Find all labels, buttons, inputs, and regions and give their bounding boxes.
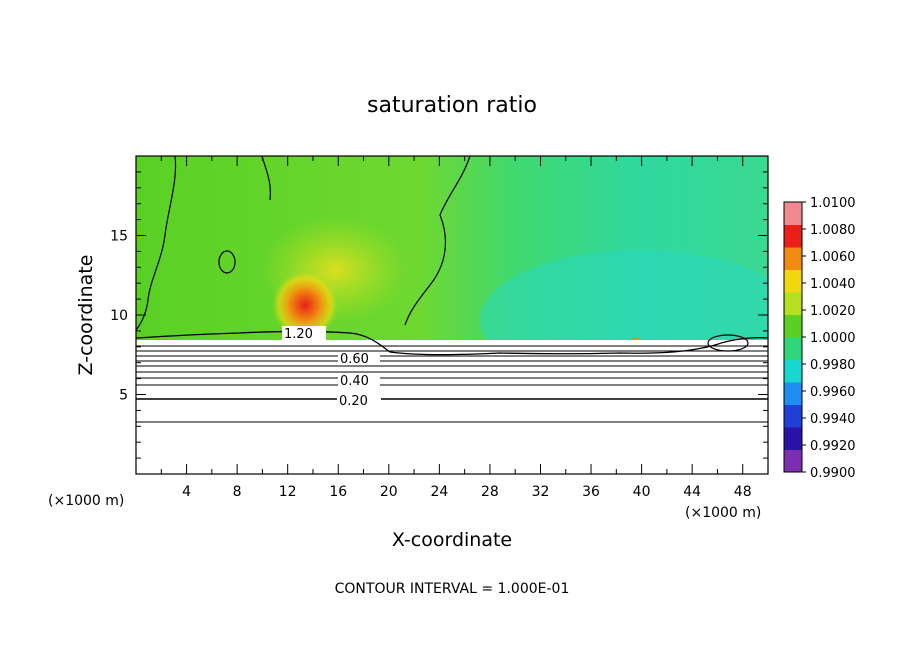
colorbar-swatch (784, 382, 802, 405)
contour-label: 0.40 (340, 374, 369, 389)
x-tick-label: 28 (481, 484, 499, 500)
colorbar-tick-label: 1.0000 (810, 331, 856, 346)
y-tick-label: 5 (119, 388, 128, 404)
x-tick-label: 16 (329, 484, 347, 500)
contour-label: 0.60 (340, 352, 369, 367)
cloud-top-contour (136, 156, 177, 331)
colorbar-tick-label: 1.0060 (810, 250, 856, 265)
colorbar-swatch (784, 292, 802, 315)
colorbar-tick-label: 0.9900 (810, 466, 856, 481)
contour-label: 1.20 (284, 327, 313, 342)
x-tick-label: 20 (380, 484, 398, 500)
x-tick-label: 24 (430, 484, 448, 500)
y-axis-title: Z-coordinate (75, 255, 97, 376)
x-tick-label: 40 (633, 484, 651, 500)
plot-area (136, 156, 768, 474)
y-tick-label: 15 (110, 229, 128, 245)
contour-label: 0.20 (339, 394, 368, 409)
colorbar-tick-label: 0.9920 (810, 439, 856, 454)
x-tick-label: 44 (683, 484, 701, 500)
colorbar-swatch (784, 202, 802, 225)
contour-interval-note: CONTOUR INTERVAL = 1.000E-01 (335, 581, 570, 597)
colorbar-tick-label: 0.9940 (810, 412, 856, 427)
colorbar-tick-label: 1.0020 (810, 304, 856, 319)
colorbar-tick-label: 0.9960 (810, 385, 856, 400)
colorbar-swatch (784, 449, 802, 473)
x-tick-label: 32 (532, 484, 550, 500)
y-axis-ticks: 5 10 15 (110, 171, 768, 459)
x-tick-label: 48 (734, 484, 752, 500)
cloud-top-contour (261, 156, 271, 201)
colorbar-swatch (784, 269, 802, 293)
colorbar-swatch (784, 224, 802, 248)
colorbar: 1.0100 1.0080 1.0060 1.0040 1.0020 1.0000 0.99… (783, 196, 856, 481)
cloud-edge-contour (136, 330, 768, 356)
colorbar-swatch (784, 337, 802, 360)
x-axis-ticks: 4 8 12 16 20 24 28 32 36 40 44 48 (160, 156, 752, 500)
supersaturation-hotspot (272, 271, 338, 339)
colorbar-swatch (784, 247, 802, 270)
x-tick-label: 8 (233, 484, 242, 500)
colorbar-swatch (784, 359, 802, 383)
unsaturated-layer (136, 340, 768, 474)
cloud-top-contour (404, 156, 471, 326)
x-axis-title: X-coordinate (392, 529, 512, 551)
cloud-cell-contour (218, 250, 236, 274)
x-axis-unit-left: (×1000 m) (48, 493, 124, 509)
colorbar-tick-label: 1.0040 (810, 277, 856, 292)
x-tick-label: 36 (582, 484, 600, 500)
x-tick-label: 4 (182, 484, 191, 500)
contour-lines (136, 345, 768, 423)
colorbar-tick-label: 0.9980 (810, 358, 856, 373)
contour-label-group: 1.20 0.60 0.40 0.20 (282, 326, 381, 409)
colorbar-tick-label: 1.0100 (810, 196, 856, 211)
x-axis-unit-right: (×1000 m) (685, 505, 761, 521)
x-tick-label: 12 (279, 484, 297, 500)
y-tick-label: 10 (110, 308, 128, 324)
colorbar-swatch (784, 404, 802, 428)
colorbar-swatch (784, 314, 802, 338)
chart-title: saturation ratio (367, 93, 537, 118)
colorbar-swatch (784, 427, 802, 450)
colorbar-tick-label: 1.0080 (810, 223, 856, 238)
